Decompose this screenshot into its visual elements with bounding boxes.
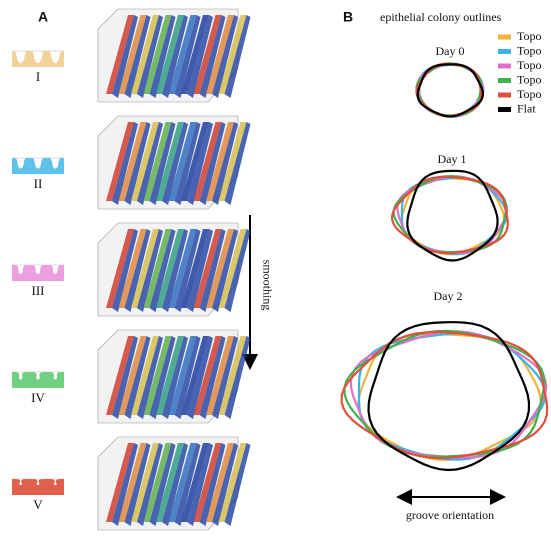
- profile-label: III: [32, 283, 45, 298]
- profile-icon: [12, 265, 64, 281]
- profile-label: II: [34, 176, 43, 191]
- profile-icon: [12, 372, 64, 388]
- legend-swatch: [498, 93, 511, 98]
- day-label: Day 1: [438, 152, 467, 166]
- profile-label: IV: [31, 390, 45, 405]
- day-label: Day 0: [436, 44, 465, 58]
- legend-swatch: [498, 49, 511, 54]
- arrow-label: smoothing: [260, 260, 274, 311]
- profile-label: V: [33, 497, 43, 512]
- legend-swatch: [498, 35, 511, 40]
- colony-outline: [418, 64, 483, 116]
- legend-swatch: [498, 64, 511, 69]
- legend-label: Topo: [517, 87, 542, 101]
- figure: A B epithelial colony outlines smoothing…: [0, 0, 551, 546]
- panel-title: epithelial colony outlines: [380, 10, 502, 24]
- profile-label: I: [36, 69, 40, 84]
- day-label: Day 2: [434, 289, 463, 303]
- legend-label: Topo: [517, 43, 542, 57]
- legend-label: Topo: [517, 58, 542, 72]
- legend-label: Topo: [517, 72, 542, 86]
- legend-swatch: [498, 78, 511, 83]
- profile-icon: [12, 158, 64, 174]
- legend-label: Flat: [517, 101, 536, 115]
- profile-icon: [12, 479, 64, 495]
- legend-swatch: [498, 107, 511, 112]
- profile-icon: [12, 51, 64, 67]
- axis-label: groove orientation: [406, 508, 494, 522]
- panel-label: A: [38, 9, 48, 25]
- legend-label: Topo: [517, 29, 542, 43]
- panel-label: B: [343, 9, 353, 25]
